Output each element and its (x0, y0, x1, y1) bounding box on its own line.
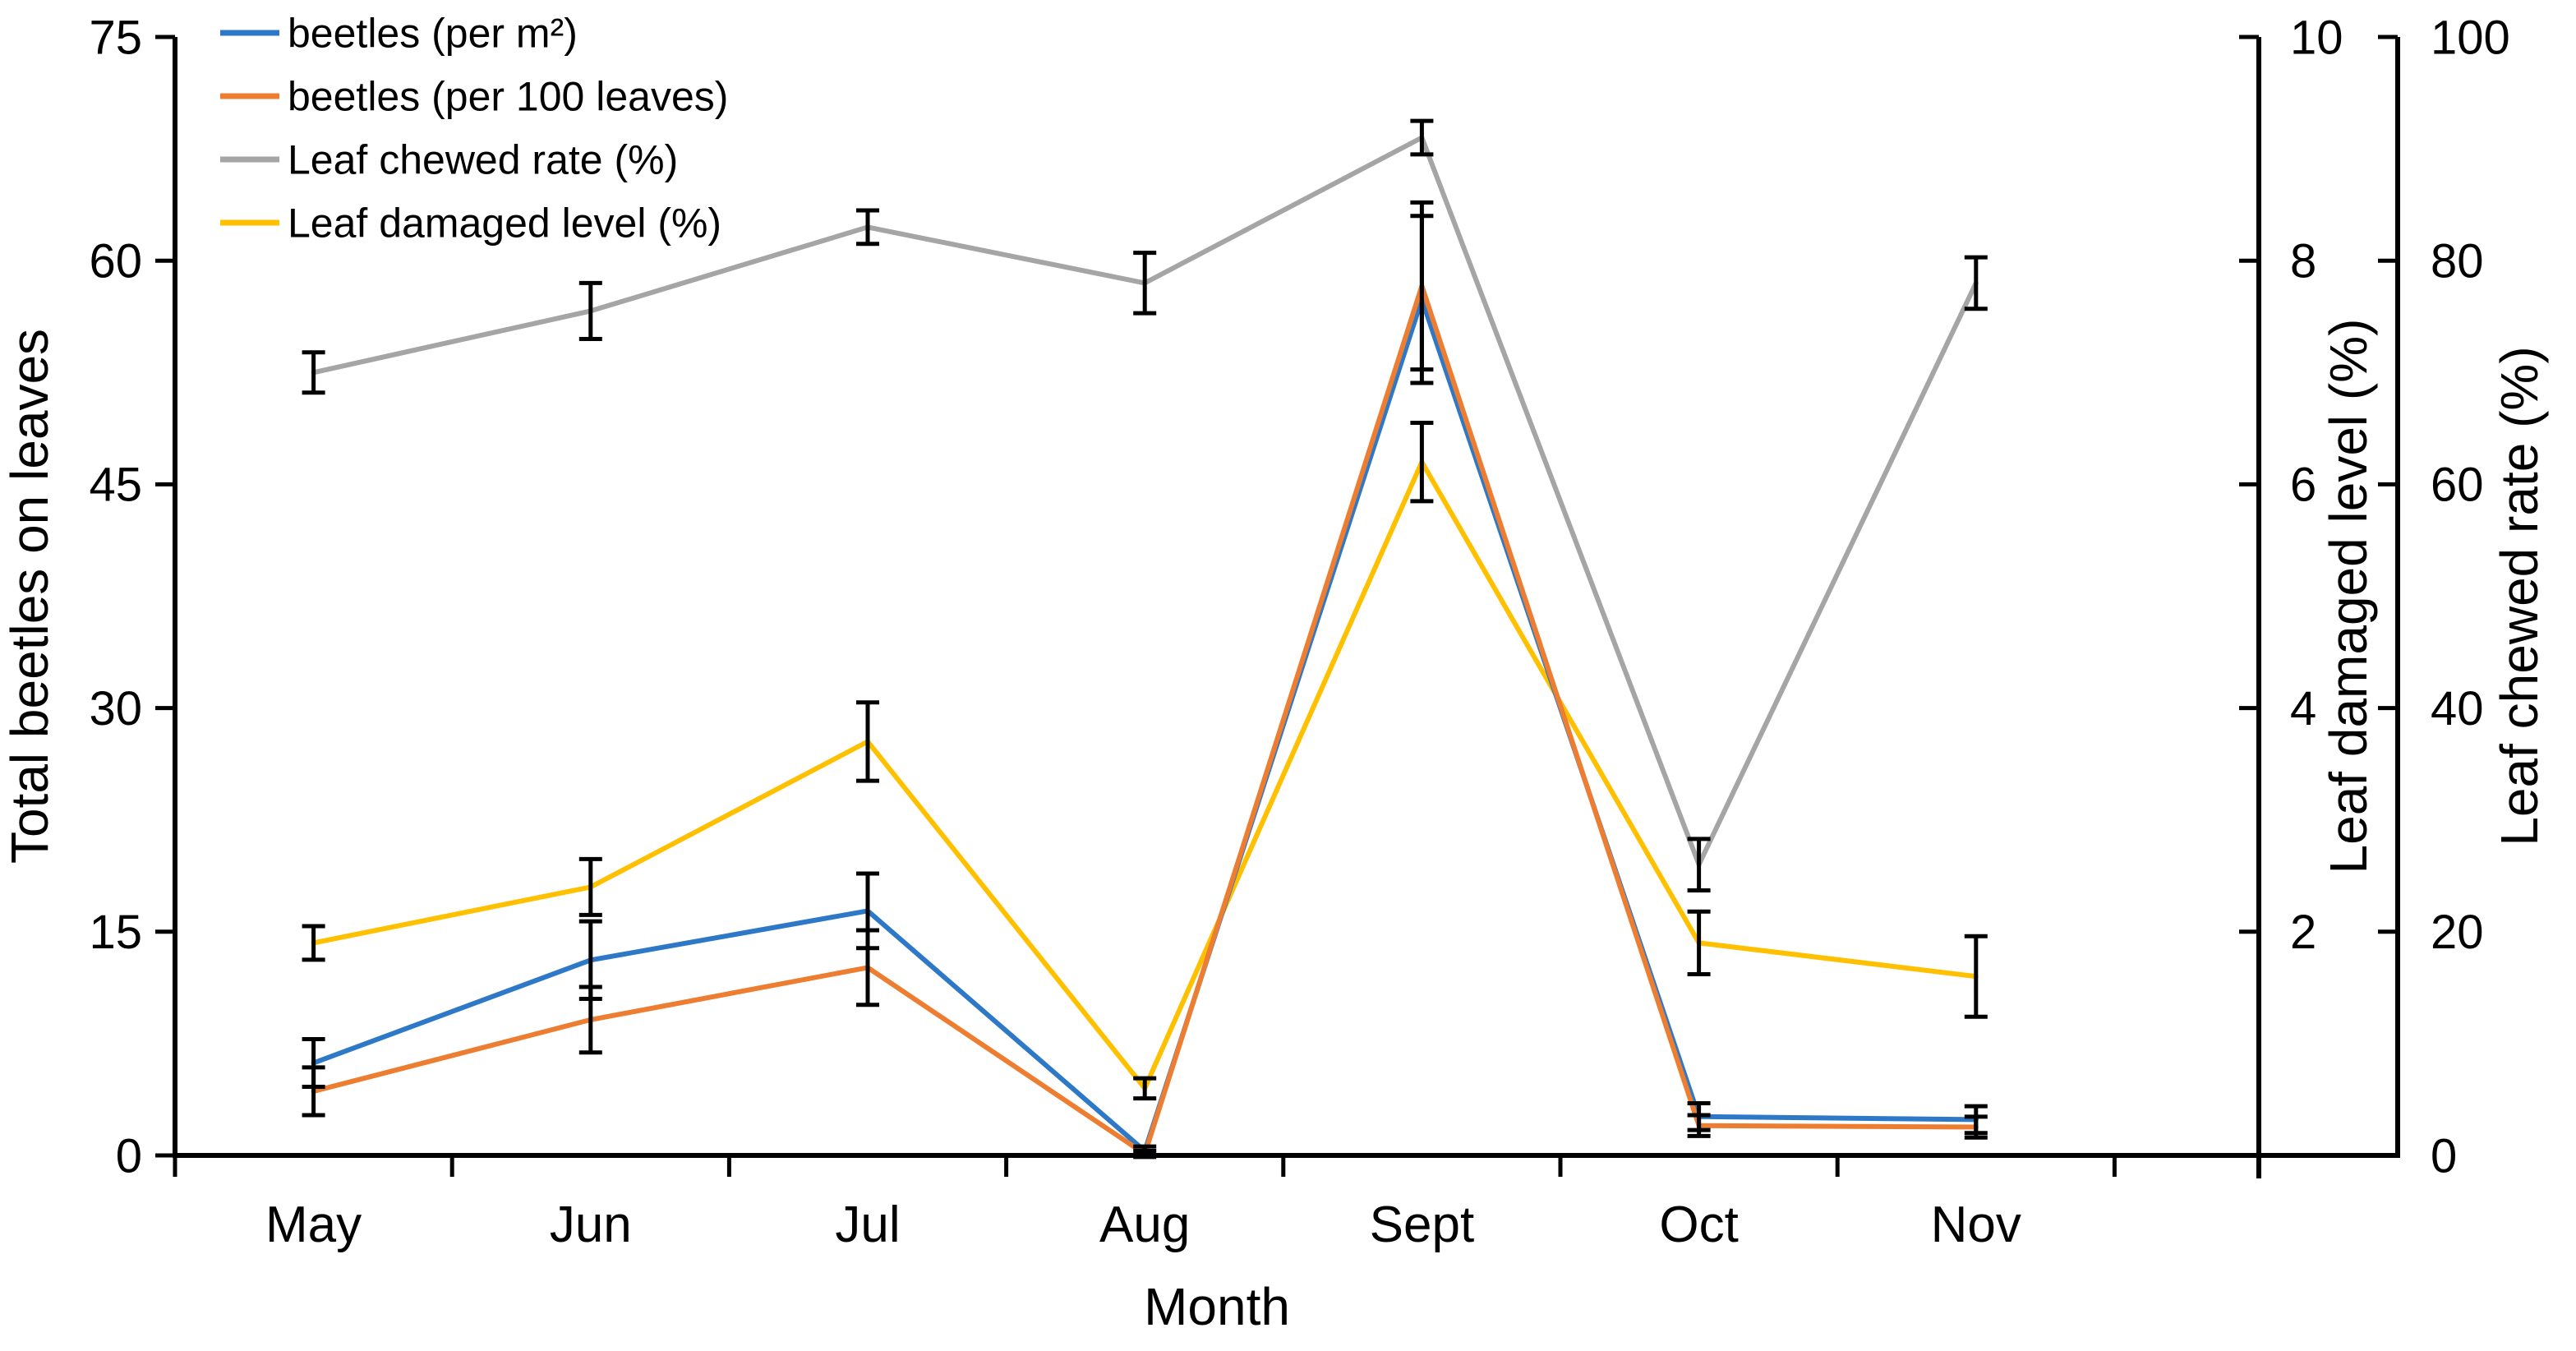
axes-group (155, 35, 2400, 1178)
right-inner-axis-tick-label: 2 (2290, 906, 2316, 959)
x-axis-category-label-nov: Nov (1931, 1197, 2021, 1253)
left-axis-tick-label: 30 (89, 682, 142, 735)
right-inner-axis-tick-label: 4 (2290, 682, 2316, 735)
left-axis-tick-label: 60 (89, 235, 142, 288)
x-axis-category-label-aug: Aug (1099, 1197, 1190, 1253)
legend-label-leaf_damaged_level: Leaf damaged level (%) (288, 201, 721, 247)
error-bar-leaf_chewed_rate-Nov (1964, 255, 1988, 311)
x-axis-category-label-may: May (265, 1197, 362, 1253)
x-axis-category-label-jun: Jun (550, 1197, 632, 1253)
error-bar-leaf_damaged_level-Oct (1687, 909, 1711, 977)
x-axis-category-label-jul: Jul (835, 1197, 900, 1253)
right-outer-axis-tick-label: 0 (2431, 1129, 2457, 1183)
series-line-leaf_damaged_level (311, 459, 1979, 1091)
error-bar-leaf_chewed_rate-Jun (578, 280, 602, 341)
right-outer-axis-tick-label: 20 (2431, 906, 2484, 959)
right-inner-axis-tick-label: 6 (2290, 459, 2316, 512)
right-outer-axis-title: Leaf chewed rate (%) (2490, 346, 2549, 846)
right-inner-axis-tick-label: 10 (2290, 11, 2343, 64)
error-bars-group (302, 118, 1988, 1160)
left-axis-title: Total beetles on leaves (0, 329, 59, 864)
right-outer-axis-tick-label: 40 (2431, 682, 2484, 735)
right-outer-axis-tick-label: 80 (2431, 235, 2484, 288)
legend-label-leaf_chewed_rate: Leaf chewed rate (%) (288, 137, 678, 183)
right-inner-axis-title: Leaf damaged level (%) (2319, 319, 2378, 874)
error-bar-beetles_per_100_leaves-Oct (1687, 1113, 1711, 1138)
error-bar-leaf_chewed_rate-Sept (1410, 118, 1434, 157)
error-bar-beetles_per_100_leaves-Sept (1410, 200, 1434, 372)
legend-item-leaf_damaged_level: Leaf damaged level (%) (220, 201, 721, 247)
left-axis-tick-label: 0 (116, 1129, 142, 1183)
x-axis-title: Month (1144, 1277, 1290, 1336)
error-bar-leaf_damaged_level-Nov (1964, 934, 1988, 1019)
legend: beetles (per m²) beetles (per 100 leaves)… (220, 11, 728, 247)
legend-item-beetles_per_m2: beetles (per m²) (220, 11, 578, 57)
legend-item-beetles_per_100_leaves: beetles (per 100 leaves) (220, 74, 728, 120)
error-bar-leaf_chewed_rate-Jul (856, 208, 879, 247)
x-axis-category-label-sept: Sept (1370, 1197, 1475, 1253)
legend-label-beetles_per_100_leaves: beetles (per 100 leaves) (288, 74, 728, 120)
error-bar-leaf_damaged_level-Aug (1133, 1076, 1157, 1101)
left-axis-tick-label: 15 (89, 906, 142, 959)
left-axis-tick-label: 75 (89, 11, 142, 64)
right-outer-axis-tick-label: 60 (2431, 459, 2484, 512)
legend-label-beetles_per_m2: beetles (per m²) (288, 11, 578, 57)
error-bar-leaf_chewed_rate-Oct (1687, 837, 1711, 892)
error-bar-leaf_damaged_level-May (302, 924, 325, 962)
x-axis-category-label-oct: Oct (1659, 1197, 1738, 1253)
error-bar-leaf_damaged_level-Jun (578, 856, 602, 917)
legend-item-leaf_chewed_rate: Leaf chewed rate (%) (220, 137, 678, 183)
error-bar-leaf_damaged_level-Jul (856, 700, 879, 783)
error-bar-beetles_per_100_leaves-Nov (1964, 1114, 1988, 1140)
error-bar-beetles_per_100_leaves-Jun (578, 984, 602, 1055)
error-bar-leaf_chewed_rate-May (302, 350, 325, 395)
series-line-leaf_chewed_rate (311, 135, 1979, 868)
error-bar-beetles_per_100_leaves-Jul (856, 928, 879, 1007)
right-outer-axis-tick-label: 100 (2431, 11, 2510, 64)
series-line-beetles_per_m2 (311, 297, 1979, 1154)
error-bar-beetles_per_100_leaves-May (302, 1065, 325, 1118)
series-line-beetles_per_100_leaves (311, 284, 1979, 1157)
left-axis-tick-label: 45 (89, 459, 142, 512)
right-inner-axis-tick-label: 8 (2290, 235, 2316, 288)
error-bar-leaf_chewed_rate-Aug (1133, 251, 1157, 316)
error-bar-leaf_damaged_level-Sept (1410, 421, 1434, 504)
